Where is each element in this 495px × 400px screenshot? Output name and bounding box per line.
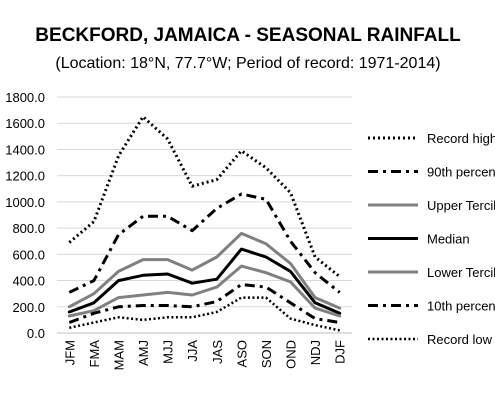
x-tick-label: ASO bbox=[234, 340, 249, 367]
y-tick-label: 1400.0 bbox=[5, 142, 45, 157]
x-tick-label: JAS bbox=[210, 340, 225, 364]
y-tick-label: 1800.0 bbox=[5, 90, 45, 105]
series-line-6 bbox=[69, 296, 340, 332]
legend-label: 90th percentile bbox=[427, 165, 495, 180]
y-tick-label: 400.0 bbox=[12, 274, 45, 289]
x-tick-label: DJF bbox=[333, 340, 348, 364]
legend: Record high 90th percentile Upper Tercile M… bbox=[368, 131, 495, 347]
y-tick-label: 1600.0 bbox=[5, 116, 45, 131]
legend-label: Upper Tercile bbox=[427, 198, 495, 213]
series-line-4 bbox=[67, 264, 342, 318]
y-tick-label: 0.0 bbox=[27, 326, 45, 341]
x-tick-label: MAM bbox=[111, 340, 126, 370]
chart-title: BECKFORD, JAMAICA - SEASONAL RAINFALL bbox=[35, 25, 461, 46]
series-lines bbox=[67, 115, 342, 332]
x-tick-label: NDJ bbox=[308, 340, 323, 365]
y-tick-label: 1000.0 bbox=[5, 195, 45, 210]
series-line-0 bbox=[68, 115, 341, 278]
y-tick-label: 1200.0 bbox=[5, 169, 45, 184]
series-line-3 bbox=[67, 247, 342, 315]
x-tick-label: MJJ bbox=[161, 340, 176, 364]
series-line-2 bbox=[67, 231, 342, 310]
series-line-1 bbox=[68, 192, 341, 294]
y-axis: 0.0 200.0 400.0 600.0 800.0 1000.0 1200.0 1400.… bbox=[5, 90, 45, 341]
x-tick-label: JJA bbox=[185, 340, 200, 362]
legend-label: Record low bbox=[427, 332, 493, 347]
legend-label: Median bbox=[427, 232, 470, 247]
x-tick-label: SON bbox=[259, 340, 274, 368]
series-line-5 bbox=[68, 283, 340, 324]
gridlines bbox=[57, 96, 352, 334]
x-tick-label: AMJ bbox=[136, 340, 151, 366]
legend-label: Lower Tercile bbox=[427, 265, 495, 280]
chart-subtitle: (Location: 18°N, 77.7°W; Period of recor… bbox=[55, 55, 440, 72]
x-axis: JFM FMA MAM AMJ MJJ JJA JAS ASO SON OND NDJ DJF bbox=[62, 340, 347, 371]
legend-label: Record high bbox=[427, 131, 495, 146]
x-tick-label: OND bbox=[284, 340, 299, 369]
x-tick-label: JFM bbox=[62, 340, 77, 365]
legend-label: 10th percentile bbox=[427, 299, 495, 314]
y-tick-label: 200.0 bbox=[12, 300, 45, 315]
y-tick-label: 800.0 bbox=[12, 221, 45, 236]
y-tick-label: 600.0 bbox=[12, 247, 45, 262]
x-tick-label: FMA bbox=[87, 340, 102, 368]
